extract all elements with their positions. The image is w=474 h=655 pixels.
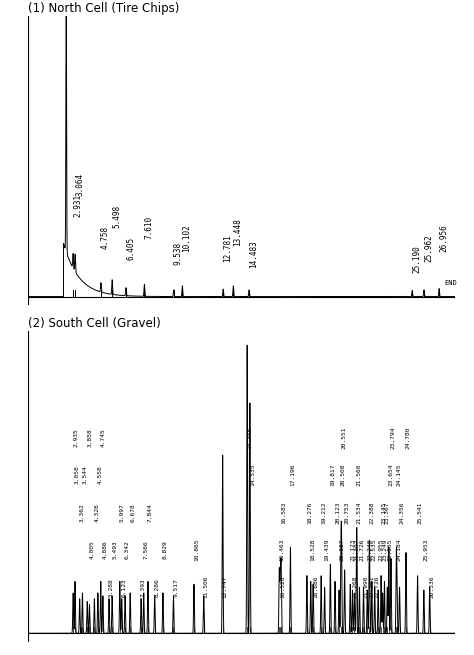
Text: 5.288: 5.288 (109, 578, 114, 597)
Text: 3.362: 3.362 (80, 503, 85, 521)
Text: 23.794: 23.794 (391, 426, 396, 449)
Text: 20.753: 20.753 (345, 501, 350, 523)
Text: 4.558: 4.558 (98, 466, 103, 484)
Text: 4.758: 4.758 (101, 226, 110, 250)
Text: 22.388: 22.388 (370, 501, 374, 523)
Text: 5.498: 5.498 (112, 205, 121, 228)
Text: 6.342: 6.342 (125, 540, 130, 559)
Text: 18.686: 18.686 (313, 576, 318, 599)
Text: 7.393: 7.393 (141, 578, 146, 597)
Text: 7.610: 7.610 (145, 215, 154, 239)
Text: 22.240: 22.240 (367, 538, 372, 561)
Text: 25.541: 25.541 (418, 501, 423, 523)
Text: 17.196: 17.196 (291, 464, 295, 486)
Text: 3.858: 3.858 (87, 428, 92, 447)
Text: 21.123: 21.123 (350, 538, 356, 561)
Text: 12.781: 12.781 (223, 234, 232, 263)
Text: 21.397: 21.397 (355, 538, 359, 561)
Text: 21.268: 21.268 (353, 576, 357, 599)
Text: 25.190: 25.190 (412, 246, 421, 273)
Text: 8.286: 8.286 (155, 578, 160, 597)
Text: 20.123: 20.123 (335, 501, 340, 523)
Text: 22.726: 22.726 (374, 576, 380, 599)
Text: 22.955: 22.955 (378, 538, 383, 561)
Text: 14.356: 14.356 (247, 426, 252, 449)
Text: 4.745: 4.745 (101, 428, 106, 447)
Text: 16.463: 16.463 (279, 538, 284, 561)
Text: 4.328: 4.328 (94, 503, 100, 521)
Text: 21.990: 21.990 (364, 576, 368, 599)
Text: 2.931: 2.931 (73, 195, 82, 217)
Text: 6.405: 6.405 (126, 237, 135, 260)
Text: 26.956: 26.956 (439, 224, 448, 252)
Text: 18.276: 18.276 (307, 501, 312, 523)
Text: 3.544: 3.544 (82, 466, 87, 484)
Text: 25.953: 25.953 (424, 538, 429, 561)
Text: 8.829: 8.829 (163, 540, 168, 559)
Text: END: END (444, 280, 457, 286)
Text: 16.583: 16.583 (281, 501, 286, 523)
Text: 12.747: 12.747 (223, 576, 228, 599)
Text: 23.367: 23.367 (384, 501, 390, 523)
Text: 22.361: 22.361 (369, 576, 374, 599)
Text: (1) North Cell (Tire Chips): (1) North Cell (Tire Chips) (28, 2, 180, 15)
Text: 21.726: 21.726 (359, 538, 365, 561)
Text: 19.212: 19.212 (321, 501, 326, 523)
Text: 26.336: 26.336 (430, 576, 435, 599)
Text: 24.184: 24.184 (397, 538, 402, 561)
Text: 10.865: 10.865 (194, 538, 199, 561)
Text: 16.528: 16.528 (280, 576, 285, 599)
Text: 6.678: 6.678 (130, 503, 135, 521)
Text: 20.551: 20.551 (342, 426, 346, 449)
Text: 24.145: 24.145 (396, 464, 401, 486)
Text: 23.654: 23.654 (389, 464, 394, 486)
Text: 2.935: 2.935 (73, 428, 78, 447)
Text: (2) South Cell (Gravel): (2) South Cell (Gravel) (28, 316, 161, 329)
Text: 14.483: 14.483 (249, 240, 258, 268)
Text: 25.962: 25.962 (424, 234, 433, 263)
Text: 23.555: 23.555 (387, 538, 392, 561)
Text: 3.064: 3.064 (75, 173, 84, 196)
Text: 13.448: 13.448 (233, 219, 242, 246)
Text: 24.780: 24.780 (406, 426, 411, 449)
Text: 21.560: 21.560 (357, 464, 362, 486)
Text: 4.886: 4.886 (103, 540, 108, 559)
Text: 6.123: 6.123 (122, 578, 127, 597)
Text: 24.356: 24.356 (400, 501, 404, 523)
Text: 7.844: 7.844 (148, 503, 153, 521)
Text: 23.249: 23.249 (383, 538, 388, 561)
Text: 5.997: 5.997 (120, 503, 125, 521)
Text: 10.102: 10.102 (182, 224, 191, 252)
Text: 5.493: 5.493 (112, 540, 117, 559)
Text: 20.508: 20.508 (341, 464, 346, 486)
Text: 9.517: 9.517 (173, 578, 178, 597)
Text: 3.058: 3.058 (75, 466, 80, 484)
Text: 14.535: 14.535 (250, 464, 255, 486)
Text: 23.145: 23.145 (381, 501, 386, 523)
Text: 19.439: 19.439 (325, 538, 329, 561)
Text: 11.506: 11.506 (204, 576, 209, 599)
Text: 20.387: 20.387 (339, 538, 344, 561)
Text: 18.528: 18.528 (311, 538, 316, 561)
Text: 4.005: 4.005 (90, 540, 94, 559)
Text: 7.566: 7.566 (144, 540, 149, 559)
Text: 21.534: 21.534 (356, 501, 362, 523)
Text: 9.538: 9.538 (174, 242, 183, 265)
Text: 19.817: 19.817 (330, 464, 336, 486)
Text: 22.535: 22.535 (372, 538, 377, 561)
